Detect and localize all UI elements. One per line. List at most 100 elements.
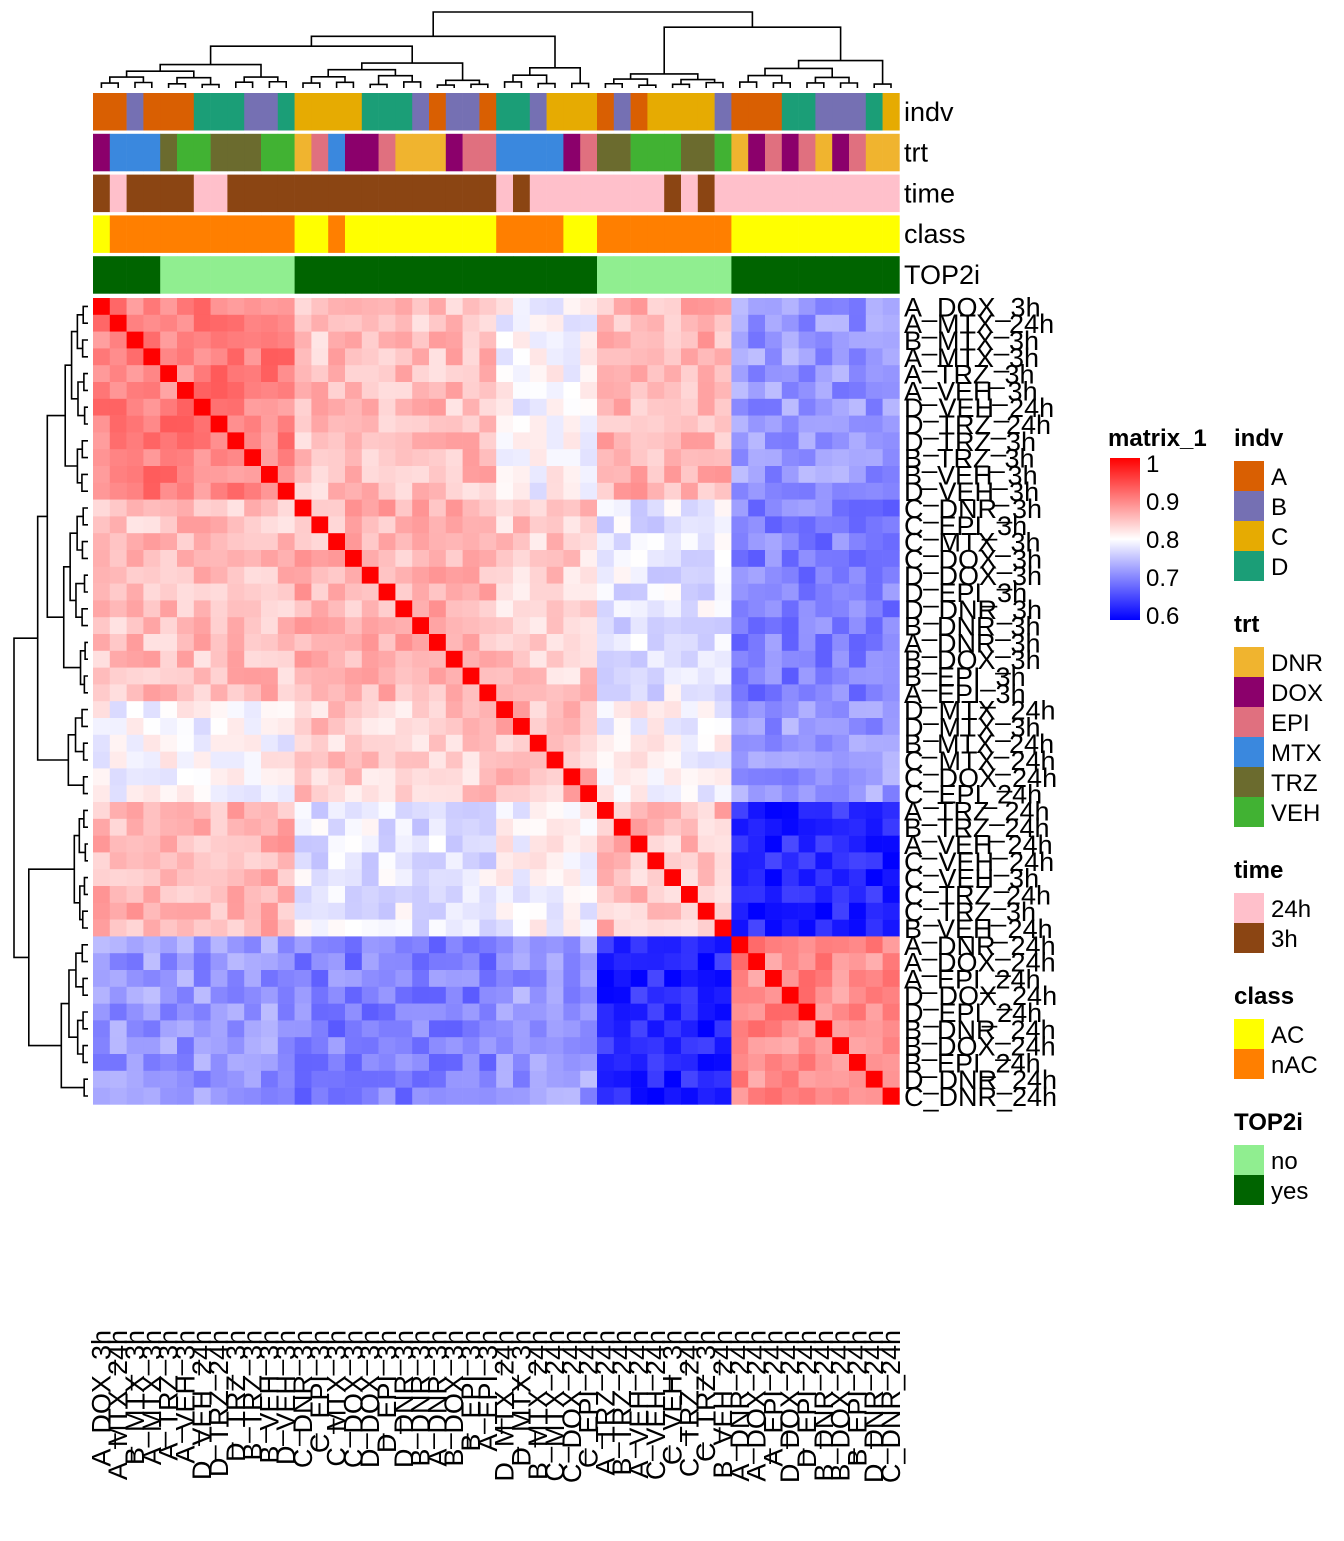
heatmap-cell — [462, 818, 480, 836]
heatmap-cell — [613, 298, 631, 316]
annotation-cell-time — [109, 174, 127, 213]
heatmap-cell — [798, 1003, 816, 1021]
annotation-cell-time — [93, 174, 111, 213]
annotation-cell-TOP2i — [328, 256, 346, 294]
heatmap-cell — [815, 432, 833, 450]
heatmap-cell — [227, 902, 245, 920]
heatmap-cell — [781, 1054, 799, 1072]
annotation-cell-time — [479, 174, 497, 213]
annotation-cell-indv — [462, 93, 480, 131]
row-dendrogram-branch — [13, 637, 38, 959]
heatmap-cell — [294, 583, 312, 601]
heatmap-cell — [714, 986, 732, 1004]
column-dendrogram-branch — [235, 81, 254, 88]
heatmap-cell — [345, 533, 363, 551]
annotation-cell-class — [681, 215, 699, 253]
heatmap-cell — [126, 886, 144, 904]
heatmap-cell — [815, 516, 833, 534]
heatmap-cell — [664, 734, 682, 752]
heatmap-cell — [227, 600, 245, 618]
annotation-label-trt: trt — [904, 138, 928, 168]
heatmap-cell — [781, 667, 799, 685]
heatmap-cell — [748, 869, 766, 887]
row-dendrogram-branch — [76, 448, 83, 484]
annotation-cell-class — [798, 215, 816, 253]
heatmap-cell — [765, 869, 783, 887]
heatmap-cell — [479, 314, 497, 332]
heatmap-cell — [429, 869, 447, 887]
heatmap-cell — [664, 1003, 682, 1021]
heatmap-cell — [395, 298, 413, 316]
heatmap-cell — [193, 818, 211, 836]
heatmap-cell — [882, 1087, 900, 1105]
heatmap-cell — [815, 415, 833, 433]
heatmap-cell — [126, 718, 144, 736]
heatmap-cell — [93, 499, 111, 517]
heatmap-cell — [714, 684, 732, 702]
annotation-cell-trt — [193, 133, 211, 172]
heatmap-cell — [126, 919, 144, 937]
heatmap-cell — [664, 751, 682, 769]
heatmap-cell — [160, 919, 178, 937]
row-label: C_VEH_24h — [904, 847, 1054, 877]
color-scale-bar — [1110, 458, 1140, 620]
heatmap-cell — [93, 684, 111, 702]
heatmap-cell — [731, 583, 749, 601]
heatmap-cell — [664, 667, 682, 685]
annotation-cell-indv — [832, 93, 850, 131]
heatmap-cell — [513, 768, 531, 786]
heatmap-cell — [109, 533, 127, 551]
heatmap-cell — [227, 331, 245, 349]
heatmap-cell — [815, 852, 833, 870]
heatmap-cell — [328, 499, 346, 517]
row-dendrogram-branch — [82, 305, 88, 324]
heatmap-cell — [160, 415, 178, 433]
heatmap-cell — [126, 902, 144, 920]
heatmap-cell — [580, 365, 598, 383]
heatmap-cell — [160, 550, 178, 568]
heatmap-cell — [798, 533, 816, 551]
heatmap-cell — [580, 449, 598, 467]
heatmap-cell — [93, 734, 111, 752]
heatmap-cell — [445, 768, 463, 786]
heatmap-cell — [294, 499, 312, 517]
annotation-cell-indv — [529, 93, 547, 131]
heatmap-cell — [580, 415, 598, 433]
heatmap-cell — [681, 818, 699, 836]
heatmap-cell — [210, 533, 228, 551]
heatmap-cell — [93, 751, 111, 769]
heatmap-cell — [126, 398, 144, 416]
heatmap-cell — [849, 936, 867, 954]
heatmap-cell — [513, 970, 531, 988]
heatmap-cell — [412, 1070, 430, 1088]
heatmap-cell — [765, 1054, 783, 1072]
heatmap-cell — [294, 970, 312, 988]
heatmap-cell — [849, 852, 867, 870]
annotation-cell-time — [361, 174, 379, 213]
heatmap-cell — [210, 600, 228, 618]
heatmap-cell — [513, 415, 531, 433]
heatmap-cell — [109, 818, 127, 836]
heatmap-cell — [513, 314, 531, 332]
heatmap-cell — [748, 852, 766, 870]
heatmap-cell — [563, 1003, 581, 1021]
heatmap-cell — [865, 701, 883, 719]
heatmap-cell — [882, 869, 900, 887]
heatmap-cell — [681, 398, 699, 416]
heatmap-cell — [462, 751, 480, 769]
heatmap-cell — [445, 566, 463, 584]
heatmap-cell — [865, 802, 883, 820]
annotation-cell-class — [546, 215, 564, 253]
heatmap-cell — [227, 1020, 245, 1038]
annotation-cell-time — [513, 174, 531, 213]
heatmap-cell — [378, 701, 396, 719]
heatmap-cell — [345, 398, 363, 416]
heatmap-cell — [479, 684, 497, 702]
heatmap-cell — [210, 751, 228, 769]
heatmap-cell — [160, 1020, 178, 1038]
heatmap-cell — [160, 583, 178, 601]
heatmap-cell — [160, 902, 178, 920]
heatmap-cell — [714, 566, 732, 584]
heatmap-cell — [546, 365, 564, 383]
heatmap-cell — [143, 415, 161, 433]
